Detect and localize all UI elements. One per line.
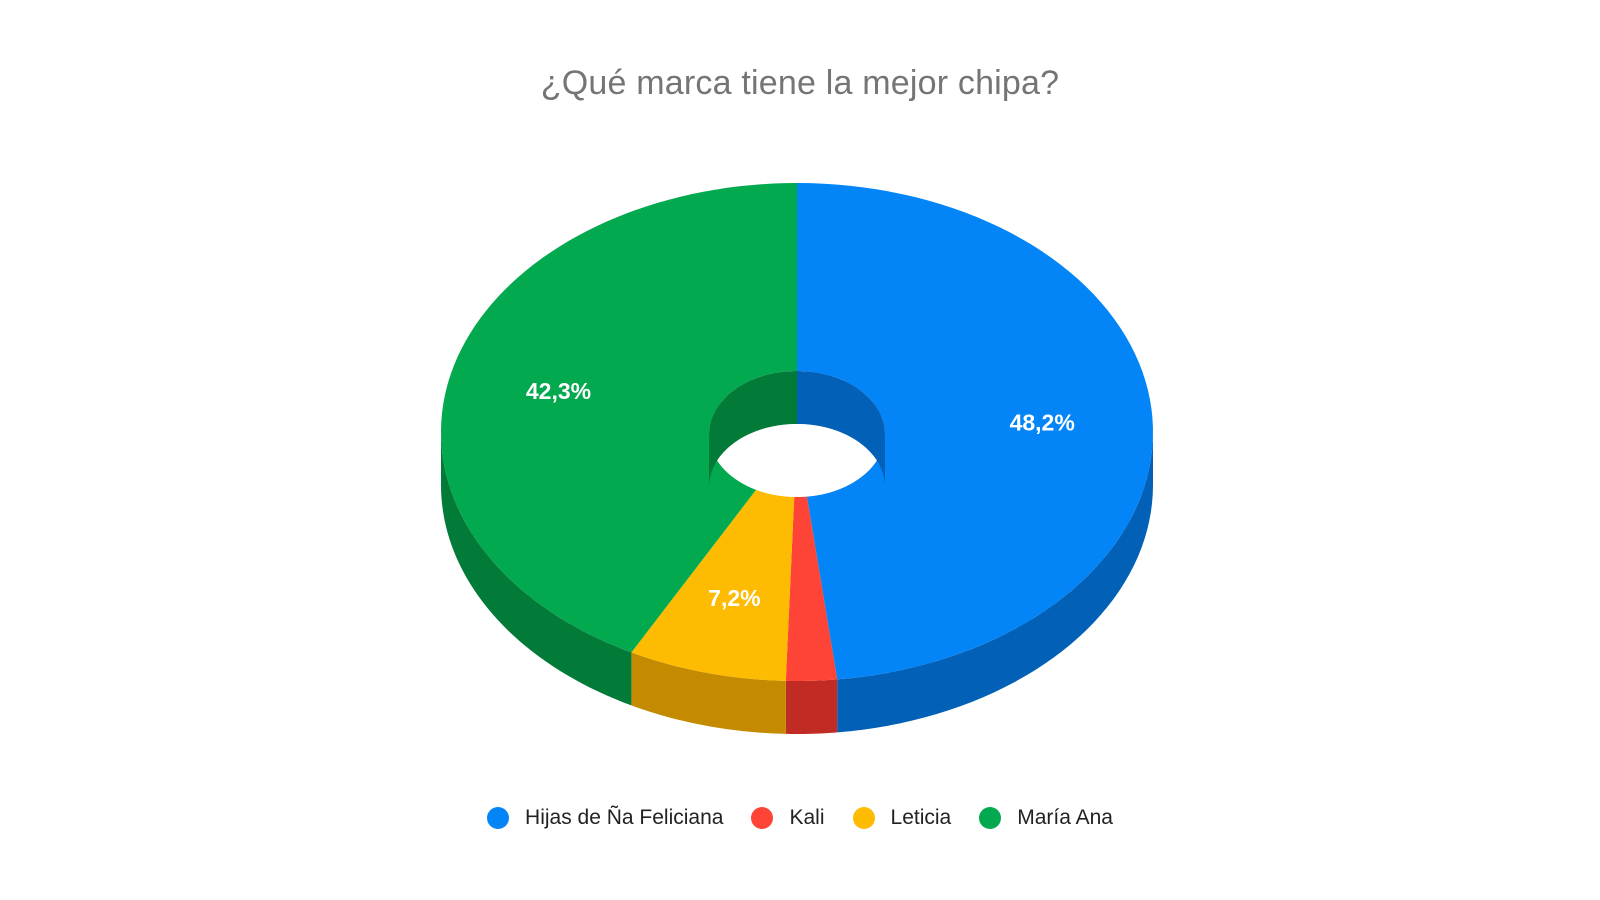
pie-side-maria-ana xyxy=(441,432,632,706)
legend-label: Leticia xyxy=(890,806,952,829)
pie-sides xyxy=(441,432,1153,734)
legend-item-kali: Kali xyxy=(751,806,825,830)
legend-swatch xyxy=(852,807,875,829)
pie-slice-leticia xyxy=(631,489,795,681)
pie-side-hijas-de-na-feliciana xyxy=(837,432,1153,733)
pie-hole-wall-maria-ana xyxy=(709,371,797,487)
chart-title: ¿Qué marca tiene la mejor chipa? xyxy=(540,64,1060,102)
legend-swatch xyxy=(751,807,774,829)
pie-hole-opening xyxy=(709,424,885,497)
data-label-hijas-de-na-feliciana: 48,2% xyxy=(1010,409,1075,435)
legend-label: Hijas de Ña Feliciana xyxy=(525,806,724,829)
pie-slice-hijas-de-na-feliciana xyxy=(797,183,1153,680)
legend-label: María Ana xyxy=(1017,806,1113,829)
pie-hole xyxy=(709,371,885,497)
data-label-leticia: 7,2% xyxy=(708,585,760,611)
data-label-maria-ana: 42,3% xyxy=(526,378,591,404)
legend-item-maria-ana: María Ana xyxy=(979,806,1113,830)
pie-side-kali xyxy=(785,679,838,734)
slice-labels: 48,2% 7,2% 42,3% xyxy=(526,378,1075,611)
pie-side-leticia xyxy=(631,652,786,734)
pie-slice-maria-ana xyxy=(441,183,797,653)
legend-item-hijas-de-na-feliciana: Hijas de Ña Feliciana xyxy=(487,806,723,830)
pie-top xyxy=(441,183,1153,681)
legend-item-leticia: Leticia xyxy=(852,806,952,830)
legend-label: Kali xyxy=(789,806,825,829)
pie-hole-wall-hijas-de-na-feliciana xyxy=(797,371,885,487)
pie-slice-kali xyxy=(785,496,838,681)
legend-swatch xyxy=(979,807,1002,829)
legend-swatch xyxy=(487,807,510,829)
legend: Hijas de Ña Feliciana Kali Leticia María An… xyxy=(0,806,1600,830)
